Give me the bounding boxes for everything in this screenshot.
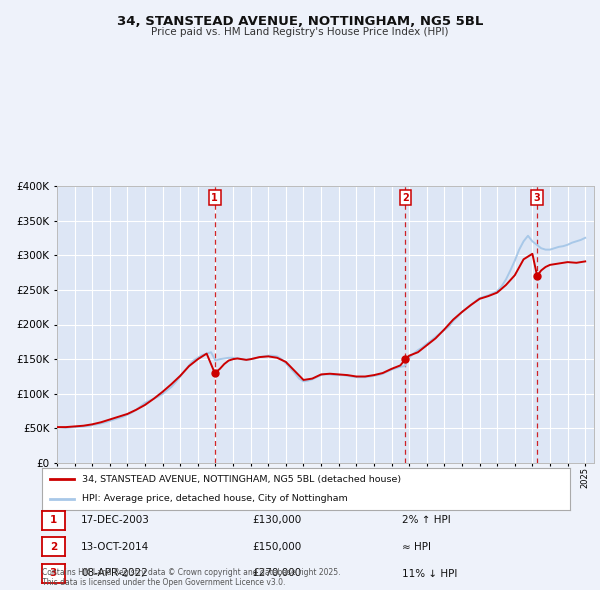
- Text: 34, STANSTEAD AVENUE, NOTTINGHAM, NG5 5BL: 34, STANSTEAD AVENUE, NOTTINGHAM, NG5 5B…: [117, 15, 483, 28]
- Text: 1: 1: [50, 516, 57, 525]
- Text: 2: 2: [402, 193, 409, 203]
- Text: HPI: Average price, detached house, City of Nottingham: HPI: Average price, detached house, City…: [82, 494, 347, 503]
- Text: 17-DEC-2003: 17-DEC-2003: [81, 516, 150, 525]
- Text: 13-OCT-2014: 13-OCT-2014: [81, 542, 149, 552]
- Text: 3: 3: [534, 193, 541, 203]
- Text: 08-APR-2022: 08-APR-2022: [81, 569, 148, 578]
- Text: Contains HM Land Registry data © Crown copyright and database right 2025.
This d: Contains HM Land Registry data © Crown c…: [42, 568, 341, 587]
- Text: 2% ↑ HPI: 2% ↑ HPI: [402, 516, 451, 525]
- Text: 1: 1: [211, 193, 218, 203]
- Text: 34, STANSTEAD AVENUE, NOTTINGHAM, NG5 5BL (detached house): 34, STANSTEAD AVENUE, NOTTINGHAM, NG5 5B…: [82, 475, 401, 484]
- Text: 2: 2: [50, 542, 57, 552]
- Text: Price paid vs. HM Land Registry's House Price Index (HPI): Price paid vs. HM Land Registry's House …: [151, 27, 449, 37]
- Text: £150,000: £150,000: [252, 542, 301, 552]
- Text: 11% ↓ HPI: 11% ↓ HPI: [402, 569, 457, 578]
- Text: ≈ HPI: ≈ HPI: [402, 542, 431, 552]
- Text: £130,000: £130,000: [252, 516, 301, 525]
- Text: £270,000: £270,000: [252, 569, 301, 578]
- Text: 3: 3: [50, 569, 57, 578]
